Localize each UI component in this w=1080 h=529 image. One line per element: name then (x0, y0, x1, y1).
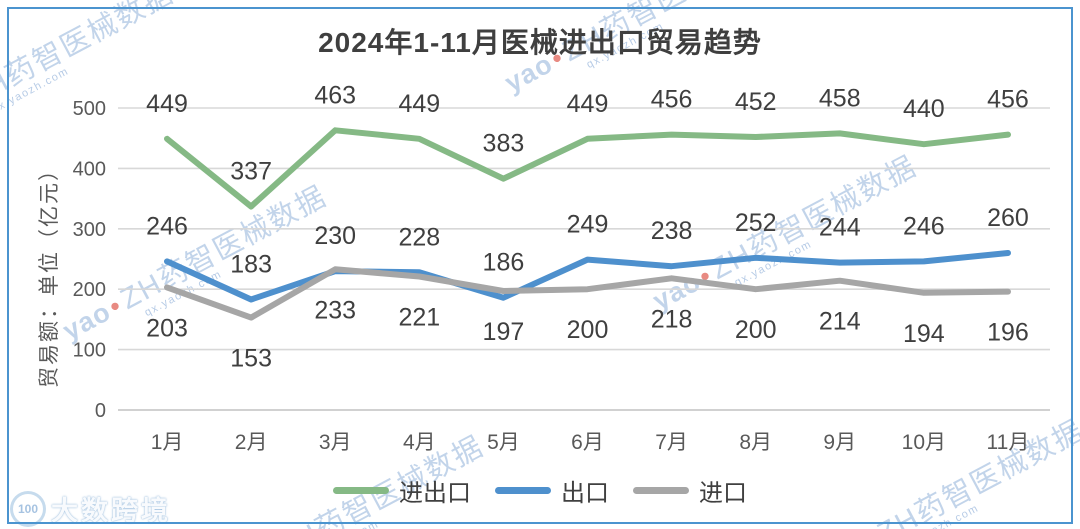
y-tick-label-200: 200 (73, 279, 106, 301)
legend-item-export: 出口 (495, 473, 609, 508)
y-axis-title: 贸易额：单位（亿元） (38, 158, 61, 388)
chart-legend: 进出口 出口 进口 (0, 473, 1080, 508)
series-line-export (164, 250, 1011, 303)
x-tick-label-7: 7月 (655, 431, 688, 454)
data-label-export-11: 260 (987, 204, 1029, 232)
data-label-import-5: 197 (483, 318, 525, 346)
legend-item-total-trade: 进出口 (333, 473, 471, 508)
legend-label-export: 出口 (561, 480, 609, 507)
data-label-export-2: 183 (230, 250, 272, 278)
data-label-total-trade-5: 383 (483, 130, 525, 158)
y-tick-label-300: 300 (73, 219, 106, 241)
data-label-total-trade-4: 449 (398, 90, 440, 118)
y-tick-label-400: 400 (73, 158, 106, 180)
y-tick-label-0: 0 (95, 400, 106, 422)
data-label-import-4: 221 (398, 304, 440, 332)
x-tick-label-4: 4月 (403, 431, 436, 454)
data-label-import-9: 214 (819, 308, 861, 336)
data-label-total-trade-10: 440 (903, 95, 945, 123)
data-label-export-9: 244 (819, 214, 861, 242)
data-label-export-3: 230 (314, 222, 356, 250)
x-tick-label-1: 1月 (151, 431, 184, 454)
data-label-import-8: 200 (735, 316, 777, 344)
chart-title: 2024年1-11月医械进出口贸易趋势 (318, 27, 762, 58)
data-label-total-trade-6: 449 (567, 90, 609, 118)
x-tick-label-9: 9月 (823, 431, 856, 454)
x-tick-label-5: 5月 (487, 431, 520, 454)
data-label-total-trade-9: 458 (819, 84, 861, 112)
data-label-export-6: 249 (567, 211, 609, 239)
legend-label-total-trade: 进出口 (399, 480, 471, 507)
x-tick-label-11: 11月 (987, 431, 1030, 454)
data-label-export-10: 246 (903, 212, 945, 240)
data-label-total-trade-3: 463 (314, 81, 356, 109)
import-line-marker-icon (633, 487, 689, 494)
x-tick-label-2: 2月 (235, 431, 268, 454)
y-tick-label-500: 500 (73, 98, 106, 120)
data-label-total-trade-7: 456 (651, 86, 693, 114)
data-label-total-trade-11: 456 (987, 86, 1029, 114)
data-label-import-2: 153 (230, 345, 272, 373)
y-tick-label-100: 100 (73, 340, 106, 362)
data-label-export-5: 186 (483, 249, 525, 277)
x-tick-label-10: 10月 (902, 431, 946, 454)
series-line-total-trade (164, 127, 1011, 210)
legend-item-import: 进口 (633, 473, 747, 508)
legend-label-import: 进口 (699, 480, 747, 507)
series-line-import (164, 266, 1011, 321)
data-label-export-8: 252 (735, 209, 777, 237)
data-label-import-10: 194 (903, 320, 945, 348)
dashu-kuajing-logo: 100 大数跨境 (10, 489, 171, 528)
export-line-marker-icon (495, 487, 551, 494)
data-label-export-1: 246 (146, 212, 188, 240)
data-label-export-4: 228 (398, 223, 440, 251)
data-label-export-7: 238 (651, 217, 693, 245)
data-label-import-6: 200 (567, 316, 609, 344)
data-label-total-trade-2: 337 (230, 157, 272, 185)
logo-100-icon: 100 (10, 490, 46, 527)
data-label-total-trade-1: 449 (146, 90, 188, 118)
data-label-import-3: 233 (314, 296, 356, 324)
logo-text: 大数跨境 (51, 496, 171, 526)
data-label-import-1: 203 (146, 314, 188, 342)
x-tick-label-8: 8月 (739, 431, 772, 454)
data-label-import-7: 218 (651, 305, 693, 333)
total-trade-line-marker-icon (333, 487, 389, 494)
data-label-import-11: 196 (987, 319, 1029, 347)
x-tick-label-6: 6月 (571, 431, 604, 454)
data-label-total-trade-8: 452 (735, 88, 777, 116)
x-tick-label-3: 3月 (319, 431, 352, 454)
